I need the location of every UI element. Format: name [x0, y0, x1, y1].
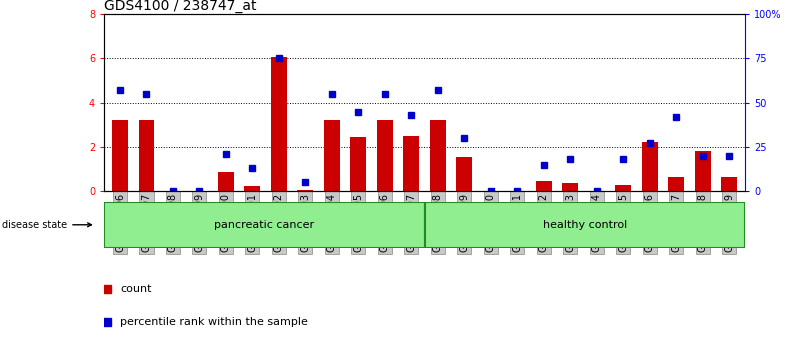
Bar [218, 172, 234, 191]
Bar [297, 190, 313, 191]
Bar [324, 120, 340, 191]
Bar [425, 202, 745, 248]
Bar [376, 120, 392, 191]
Bar [112, 120, 128, 191]
Bar [536, 181, 552, 191]
Bar [271, 57, 287, 191]
Text: pancreatic cancer: pancreatic cancer [215, 220, 315, 230]
Bar [668, 177, 684, 191]
Text: GDS4100 / 238747_at: GDS4100 / 238747_at [104, 0, 256, 13]
Bar [430, 120, 445, 191]
Bar [457, 157, 473, 191]
Bar [139, 120, 155, 191]
Text: count: count [120, 284, 151, 294]
Text: healthy control: healthy control [542, 220, 627, 230]
Bar [615, 184, 631, 191]
Text: percentile rank within the sample: percentile rank within the sample [120, 317, 308, 327]
Text: disease state: disease state [2, 220, 91, 230]
Bar [350, 137, 366, 191]
Bar [642, 143, 658, 191]
Bar [721, 177, 737, 191]
Bar [562, 183, 578, 191]
Bar [104, 202, 425, 248]
Bar [244, 185, 260, 191]
Bar [694, 152, 710, 191]
Bar [404, 136, 419, 191]
